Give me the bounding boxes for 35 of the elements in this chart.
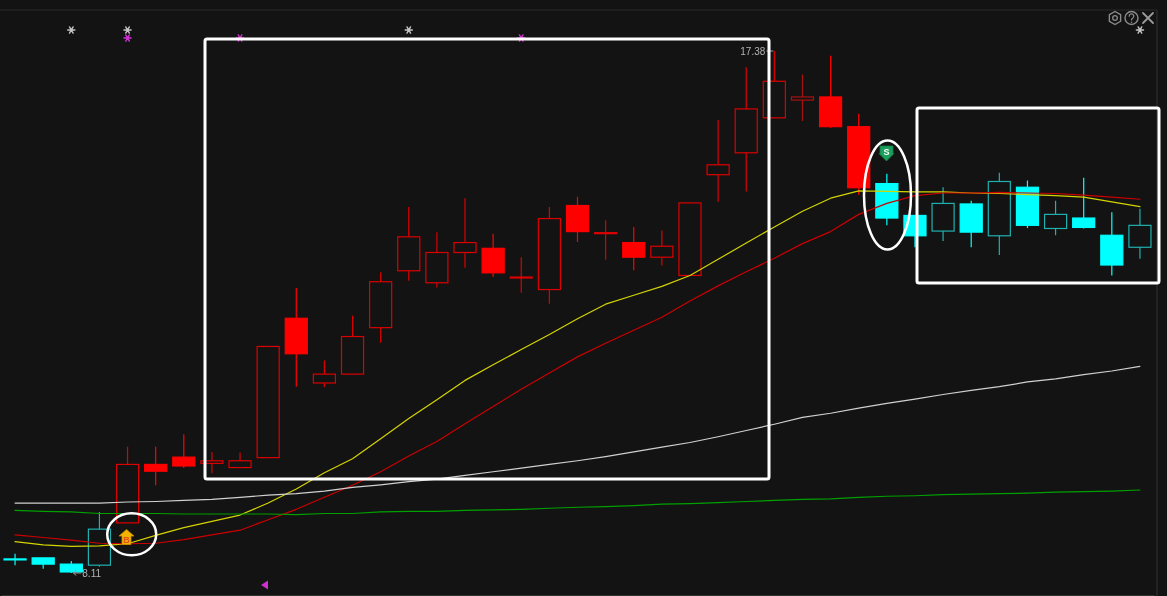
candlestick [537,206,562,305]
candlestick [650,229,674,267]
candlestick [706,119,730,203]
candlestick [987,172,1011,256]
candlestick [565,196,590,243]
candlestick [284,287,308,388]
candlestick [847,113,871,196]
candlestick [481,233,505,278]
candlestick [818,55,843,128]
candlestick [425,231,449,289]
annotation: B [123,535,131,545]
candlestick [144,446,168,486]
annotation: 17.38 [740,45,766,57]
candlestick [453,197,477,269]
candlestick [1043,200,1068,236]
candlestick [931,186,955,242]
candlestick [369,271,393,344]
candlestick [959,200,983,248]
candlestick [790,73,815,122]
candlestick [509,256,533,294]
candlestick [172,433,196,469]
candlestick [87,511,112,568]
candlestick [228,451,252,469]
candlestick [3,553,27,566]
candlestick [340,315,365,375]
candlestick [622,226,646,271]
candlestick [1072,177,1096,229]
annotation: 8.11 [82,568,102,579]
candlestick [593,219,618,261]
candlestick [734,66,758,193]
candlestick [397,206,421,282]
candlestick [1128,208,1152,260]
candlestick [200,451,224,474]
annotation: S [883,147,890,157]
candlestick [1100,211,1124,277]
